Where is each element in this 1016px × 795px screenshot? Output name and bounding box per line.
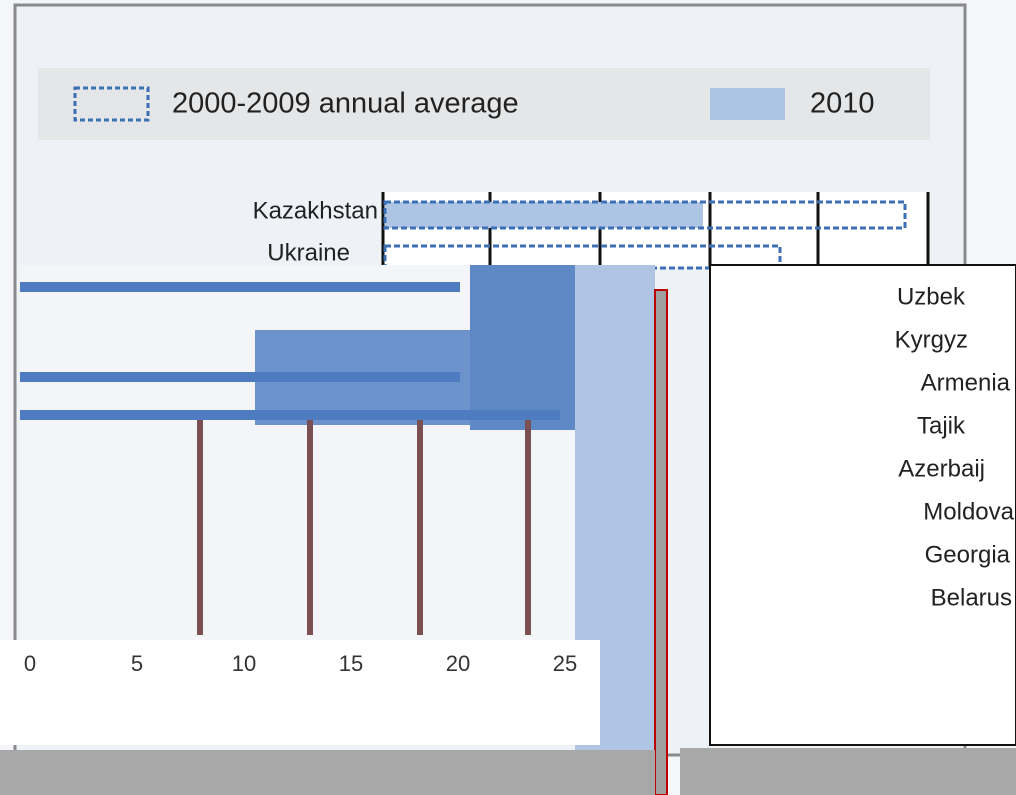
x-tick-label: 0 <box>24 651 36 676</box>
legend-label: 2010 <box>810 88 875 120</box>
country-label: Moldova <box>923 498 1014 525</box>
legend-swatch-2010 <box>710 88 785 120</box>
country-label: Azerbaij <box>898 455 985 482</box>
legend-label: 2000-2009 annual average <box>172 88 519 120</box>
glitch-stripe <box>20 410 560 420</box>
bottom-band <box>680 748 1016 795</box>
x-tick-label: 15 <box>339 651 363 676</box>
country-label: Georgia <box>925 541 1011 568</box>
x-tick-label: 25 <box>553 651 577 676</box>
country-label: Tajik <box>917 412 966 439</box>
country-label: Kazakhstan <box>253 197 378 224</box>
country-label: Ukraine <box>267 239 350 266</box>
bottom-band <box>0 750 655 795</box>
x-tick-label: 10 <box>232 651 256 676</box>
country-label: Uzbek <box>897 283 966 310</box>
country-label: Belarus <box>931 584 1012 611</box>
bar-2010 <box>385 202 703 228</box>
glitch-block <box>470 265 575 430</box>
x-tick-label: 20 <box>446 651 470 676</box>
x-tick-label: 5 <box>131 651 143 676</box>
glitch-stripe <box>20 372 460 382</box>
country-label: Kyrgyz <box>895 326 968 353</box>
country-label: Armenia <box>921 369 1011 396</box>
axis-strip <box>0 640 600 745</box>
glitch-column <box>655 290 667 795</box>
glitch-stripe <box>20 282 460 292</box>
screen: 2000-2009 annual average 2010 Kazakhstan… <box>0 0 1016 795</box>
